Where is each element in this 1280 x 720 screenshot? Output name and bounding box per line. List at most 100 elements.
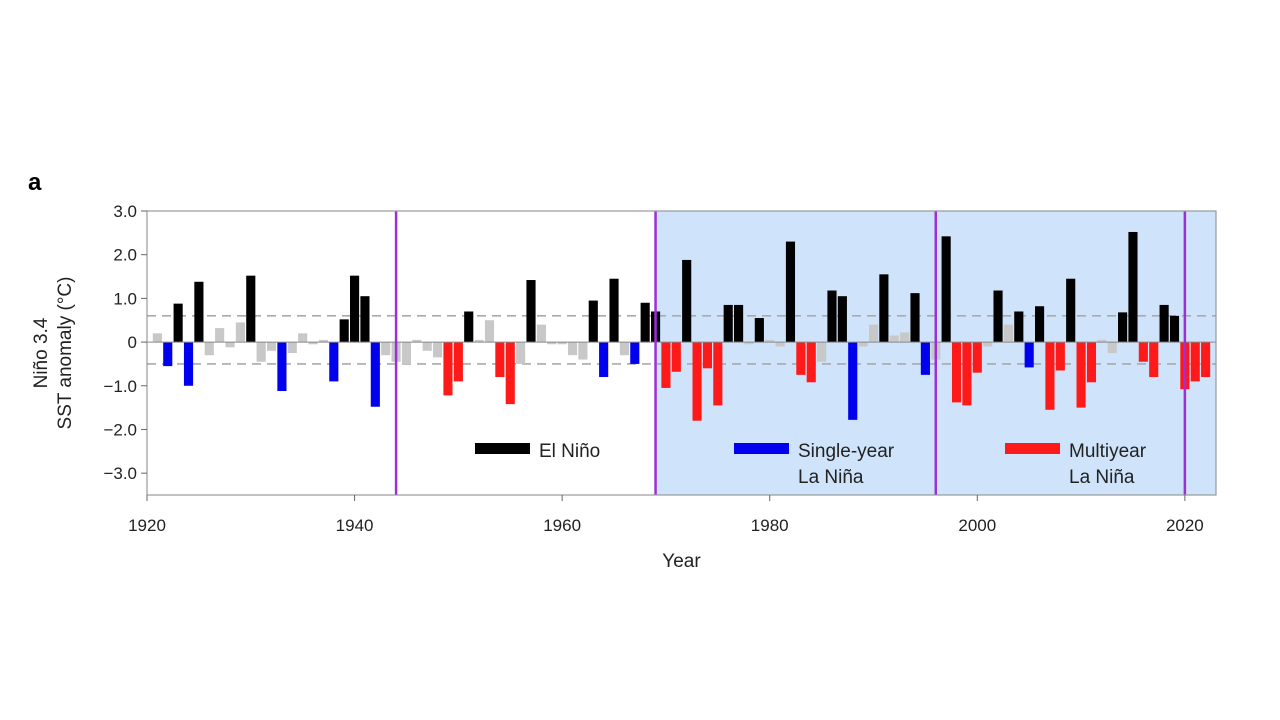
bar-1979-el-nino	[754, 318, 764, 343]
bar-2021-multiyear	[1190, 342, 1200, 382]
bar-2019-el-nino	[1169, 315, 1180, 343]
bar-2013-neutral	[1107, 342, 1117, 353]
plot-frame	[146, 210, 1217, 496]
bar-1993-neutral	[900, 332, 910, 343]
bar-series	[152, 231, 1211, 421]
bar-2000-multiyear	[972, 342, 982, 373]
bar-1957-el-nino	[526, 280, 536, 343]
bar-1946-neutral	[412, 339, 422, 343]
bar-1963-el-nino	[588, 300, 598, 343]
bar-1988-single-year	[848, 342, 858, 420]
bar-1983-multiyear	[796, 342, 806, 375]
bar-1964-single-year	[599, 342, 609, 378]
bar-1940-el-nino	[350, 275, 360, 343]
bar-1987-el-nino	[837, 296, 847, 343]
bar-1982-el-nino	[785, 241, 796, 343]
bar-1925-el-nino	[194, 281, 204, 343]
period-dividers	[394, 211, 1187, 495]
bar-1937-neutral	[318, 339, 328, 343]
bar-1972-el-nino	[682, 259, 692, 343]
bar-1994-el-nino	[910, 293, 920, 343]
bar-1934-neutral	[287, 342, 297, 353]
bar-2004-el-nino	[1014, 311, 1024, 343]
bar-2009-el-nino	[1066, 278, 1076, 343]
bar-1943-neutral	[381, 342, 391, 356]
bar-1973-multiyear	[692, 342, 702, 421]
bar-2011-multiyear	[1086, 342, 1097, 383]
bar-1926-neutral	[204, 342, 214, 356]
bar-1980-neutral	[765, 339, 775, 343]
bar-1958-neutral	[536, 324, 546, 343]
bar-1949-multiyear	[443, 342, 453, 396]
bar-1985-neutral	[817, 342, 827, 362]
legend-label-multiyear: Multiyear	[1069, 441, 1147, 462]
y-axis-title-line: Niño 3.4	[31, 317, 52, 388]
y-tick-label: 3.0	[113, 202, 137, 221]
bar-1962-neutral	[578, 342, 588, 360]
bar-1950-multiyear	[453, 342, 463, 382]
bar-2018-el-nino	[1159, 304, 1169, 343]
bar-1960-neutral	[557, 342, 567, 345]
bar-1970-multiyear	[661, 342, 671, 388]
bar-1967-single-year	[630, 342, 640, 364]
bar-2016-multiyear	[1138, 342, 1148, 362]
bar-1956-neutral	[516, 342, 526, 364]
bar-2005-single-year	[1024, 342, 1034, 368]
bar-1941-el-nino	[360, 296, 370, 343]
legend-label-single-year: La Niña	[798, 467, 864, 488]
bar-2007-multiyear	[1045, 342, 1055, 410]
bar-2012-neutral	[1097, 339, 1107, 343]
bar-1929-neutral	[235, 322, 245, 343]
y-tick-label: 2.0	[113, 246, 137, 265]
bar-1951-el-nino	[464, 311, 474, 343]
bar-1978-neutral	[744, 342, 754, 345]
bar-1953-neutral	[484, 320, 495, 343]
bar-2001-neutral	[983, 342, 993, 347]
legend: El Niño Single-year La Niña Multiyear La Niñ…	[475, 441, 1147, 488]
x-axis: 1920 1940 1960 1980 2000 2020	[128, 495, 1204, 535]
y-axis-title: Niño 3.4 SST anomaly (°C)	[31, 277, 76, 430]
bar-1948-neutral	[433, 342, 443, 358]
bar-2002-el-nino	[993, 290, 1003, 343]
bar-1991-el-nino	[879, 274, 889, 343]
y-tick-label: −1.0	[103, 377, 137, 396]
legend-label-multiyear: La Niña	[1069, 467, 1135, 488]
legend-swatch-el-nino	[475, 443, 530, 454]
legend-label-el-nino: El Niño	[539, 441, 600, 462]
bar-1986-el-nino	[827, 290, 837, 343]
x-tick-label: 1980	[751, 516, 789, 535]
bar-1971-multiyear	[671, 342, 681, 372]
bar-1966-neutral	[619, 342, 629, 356]
bar-1992-neutral	[889, 335, 899, 343]
bar-1947-neutral	[422, 342, 432, 351]
bar-2022-multiyear	[1201, 342, 1211, 378]
y-axis: 3.0 2.0 1.0 0 −1.0 −2.0 −3.0	[103, 202, 147, 483]
x-tick-label: 2000	[958, 516, 996, 535]
bar-1990-neutral	[868, 324, 879, 343]
bar-1930-el-nino	[246, 275, 256, 343]
bar-2010-multiyear	[1076, 342, 1086, 408]
bar-2003-neutral	[1003, 324, 1013, 343]
bar-2015-el-nino	[1128, 231, 1138, 343]
x-tick-label: 1960	[543, 516, 581, 535]
x-tick-label: 1940	[336, 516, 374, 535]
bar-1927-neutral	[215, 328, 225, 343]
bar-1921-neutral	[152, 333, 162, 343]
bar-1989-neutral	[858, 342, 868, 347]
bar-1959-neutral	[547, 342, 557, 345]
bar-1936-neutral	[308, 342, 318, 345]
bar-1981-neutral	[775, 342, 785, 347]
bar-2017-multiyear	[1149, 342, 1159, 378]
bar-1995-single-year	[920, 342, 930, 375]
bar-1932-neutral	[266, 342, 277, 351]
bar-1999-multiyear	[962, 342, 972, 406]
bar-1977-el-nino	[734, 304, 744, 343]
bar-1942-single-year	[370, 342, 380, 407]
y-tick-label: −2.0	[103, 420, 137, 439]
bar-1997-el-nino	[941, 236, 951, 343]
bar-1975-multiyear	[713, 342, 723, 406]
bar-1976-el-nino	[723, 304, 733, 343]
bar-1938-single-year	[329, 342, 339, 382]
bar-1931-neutral	[256, 342, 266, 362]
